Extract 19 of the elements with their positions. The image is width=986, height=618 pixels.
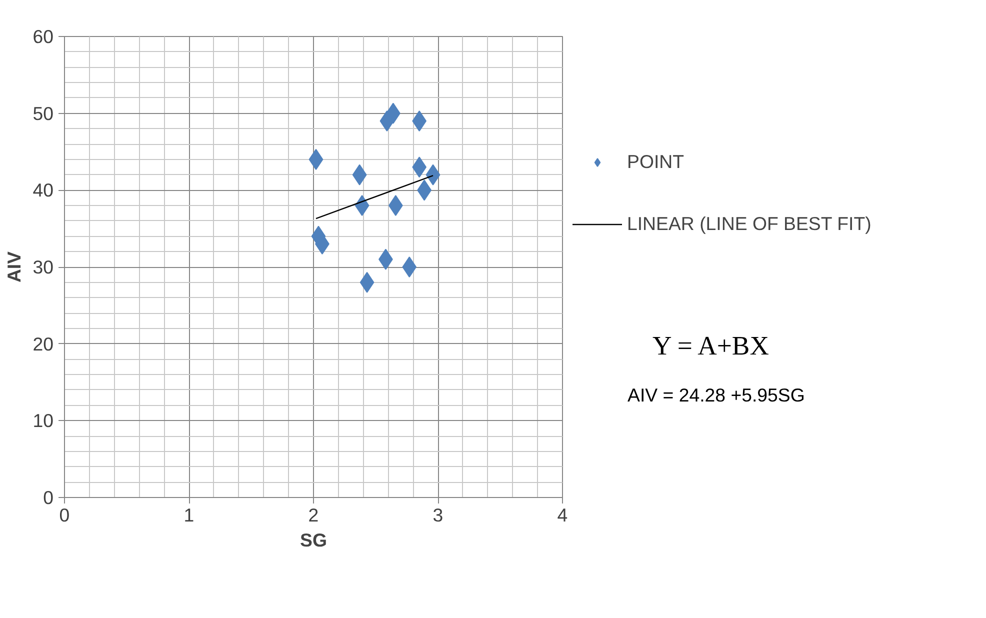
y-tick-label: 20 — [32, 333, 54, 354]
x-tick-label: 0 — [59, 504, 70, 526]
y-tick-label: 30 — [32, 256, 54, 278]
y-tick-label: 50 — [32, 102, 54, 124]
x-axis-title: SG — [300, 530, 327, 550]
legend-label: LINEAR (LINE OF BEST FIT) — [627, 213, 872, 235]
y-axis-title: AIV — [4, 250, 25, 283]
y-tick-label: 40 — [32, 180, 54, 201]
x-tick-label: 3 — [432, 504, 444, 526]
text: Y = A+BX — [652, 330, 769, 360]
x-tick-label: 2 — [308, 504, 319, 526]
y-tick-label: 0 — [43, 487, 54, 508]
point — [402, 256, 417, 278]
y-tick-label: 60 — [32, 26, 54, 47]
legend-label: POINT — [627, 151, 684, 173]
y-tick-label: 10 — [32, 410, 54, 432]
text: AIV = 24.28 +5.95SG — [628, 384, 805, 406]
x-tick-label: 4 — [557, 504, 568, 526]
x-tick-label: 1 — [184, 504, 194, 526]
